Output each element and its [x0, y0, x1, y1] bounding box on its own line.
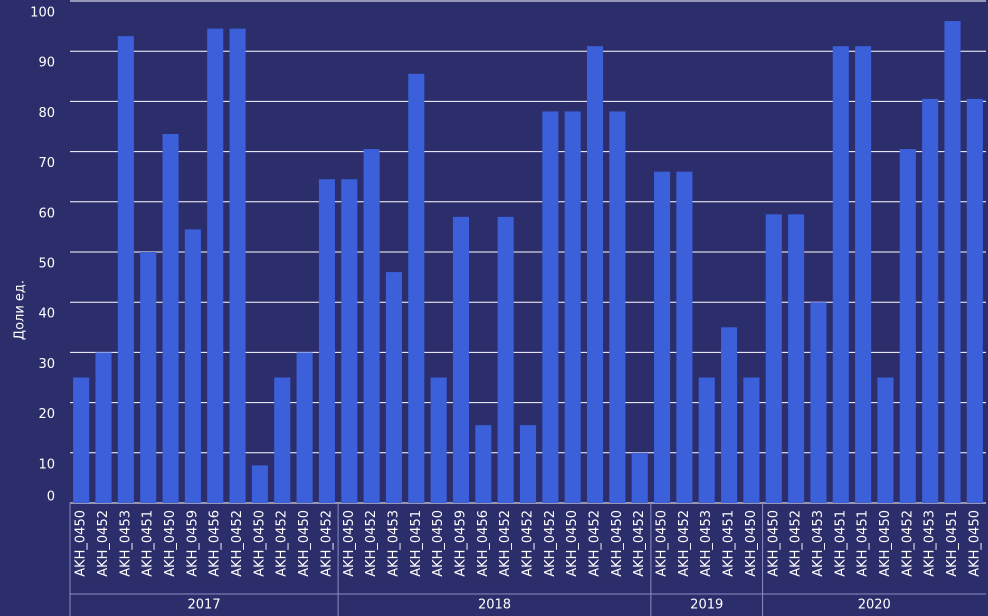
- bar: [855, 46, 872, 504]
- x-tick-label: AKH_0451: [409, 510, 424, 577]
- x-tick-label: AKH_0451: [945, 510, 960, 577]
- y-tick-label: 80: [38, 106, 55, 121]
- bar: [229, 28, 246, 504]
- bar: [944, 21, 961, 504]
- x-tick-label: AKH_0453: [923, 510, 938, 577]
- y-tick-label: 10: [38, 457, 55, 472]
- bar: [788, 214, 805, 503]
- y-axis-label: Доли ед.: [13, 280, 28, 340]
- x-tick-label: AKH_0456: [476, 510, 491, 577]
- x-tick-label: AKH_0452: [543, 510, 558, 577]
- y-tick-label: 0: [47, 490, 55, 505]
- bar: [95, 352, 112, 503]
- x-tick-label: AKH_0452: [498, 510, 513, 577]
- bar: [676, 171, 693, 503]
- x-group-label: 2018: [478, 598, 511, 613]
- x-tick-label: AKH_0452: [588, 510, 603, 577]
- x-tick-label: AKH_0450: [610, 510, 625, 577]
- x-tick-label: AKH_0452: [230, 510, 245, 577]
- x-tick-label: AKH_0452: [521, 510, 536, 577]
- bar: [899, 149, 916, 503]
- bar: [609, 111, 626, 503]
- y-tick-label: 90: [38, 56, 55, 71]
- bar: [698, 377, 715, 503]
- bar: [586, 46, 604, 504]
- x-tick-label: AKH_0451: [722, 510, 737, 577]
- bar: [966, 98, 983, 503]
- y-tick-label: 20: [38, 407, 55, 422]
- x-tick-label: AKH_0451: [833, 510, 848, 577]
- x-tick-label: AKH_0453: [811, 510, 826, 577]
- bar: [832, 46, 849, 504]
- y-tick-label: 60: [38, 206, 55, 221]
- x-group-label: 2019: [690, 598, 723, 613]
- x-tick-label: AKH_0450: [744, 510, 759, 577]
- bar: [385, 272, 402, 503]
- x-tick-label: AKH_0452: [275, 510, 290, 577]
- x-tick-label: AKH_0452: [632, 510, 647, 577]
- bar: [117, 36, 134, 503]
- y-tick-label: 50: [38, 257, 55, 272]
- x-tick-label: AKH_0452: [677, 510, 692, 577]
- bar: [519, 425, 537, 503]
- x-tick-label: AKH_0450: [252, 510, 267, 577]
- bar: [452, 216, 470, 504]
- bar: [296, 352, 313, 503]
- x-group-label: 2017: [188, 598, 221, 613]
- x-tick-label: AKH_0456: [208, 510, 223, 577]
- bar: [721, 327, 738, 503]
- bar: [877, 377, 894, 503]
- bar: [162, 134, 179, 503]
- x-tick-label: AKH_0452: [319, 510, 334, 577]
- bar: [542, 111, 559, 503]
- x-tick-label: AKH_0452: [96, 510, 111, 577]
- x-tick-label: AKH_0450: [766, 510, 781, 577]
- x-tick-label: AKH_0450: [431, 510, 446, 577]
- bar: [564, 111, 581, 503]
- bar: [430, 377, 447, 503]
- x-tick-label: AKH_0450: [565, 510, 580, 577]
- y-tick-label: 70: [38, 156, 55, 171]
- bar: [922, 98, 939, 503]
- x-tick-label: AKH_0451: [856, 510, 871, 577]
- x-tick-label: AKH_0450: [163, 510, 178, 577]
- bar: [631, 452, 648, 503]
- x-tick-label: AKH_0450: [967, 510, 982, 577]
- y-tick-label: 100: [30, 6, 55, 21]
- x-tick-label: AKH_0452: [789, 510, 804, 577]
- y-tick-label: 40: [38, 307, 55, 322]
- bar: [363, 149, 380, 503]
- bar: [765, 214, 782, 503]
- bar: [743, 377, 760, 503]
- x-tick-label: AKH_0450: [655, 510, 670, 577]
- x-tick-label: AKH_0450: [74, 510, 89, 577]
- x-tick-label: AKH_0450: [297, 510, 312, 577]
- x-tick-label: AKH_0452: [900, 510, 915, 577]
- x-tick-label: AKH_0450: [342, 510, 357, 577]
- bar: [810, 302, 827, 503]
- x-tick-label: AKH_0459: [453, 510, 468, 577]
- bar: [184, 229, 201, 503]
- x-group-label: 2020: [858, 598, 891, 613]
- bar: [73, 377, 90, 503]
- x-tick-label: AKH_0453: [118, 510, 133, 577]
- bar: [497, 216, 514, 504]
- bar: [318, 179, 335, 503]
- bar: [207, 28, 224, 504]
- y-tick-label: 30: [38, 357, 55, 372]
- bar: [274, 377, 291, 503]
- bar: [475, 425, 492, 503]
- x-tick-label: AKH_0450: [878, 510, 893, 577]
- bar: [341, 179, 358, 503]
- x-tick-label: AKH_0453: [386, 510, 401, 577]
- x-tick-label: AKH_0452: [364, 510, 379, 577]
- bar: [408, 73, 425, 503]
- x-tick-label: AKH_0453: [699, 510, 714, 577]
- bar: [654, 171, 671, 503]
- bar: [251, 465, 268, 503]
- x-tick-label: AKH_0451: [141, 510, 156, 577]
- x-tick-label: AKH_0459: [185, 510, 200, 577]
- bar: [140, 252, 157, 503]
